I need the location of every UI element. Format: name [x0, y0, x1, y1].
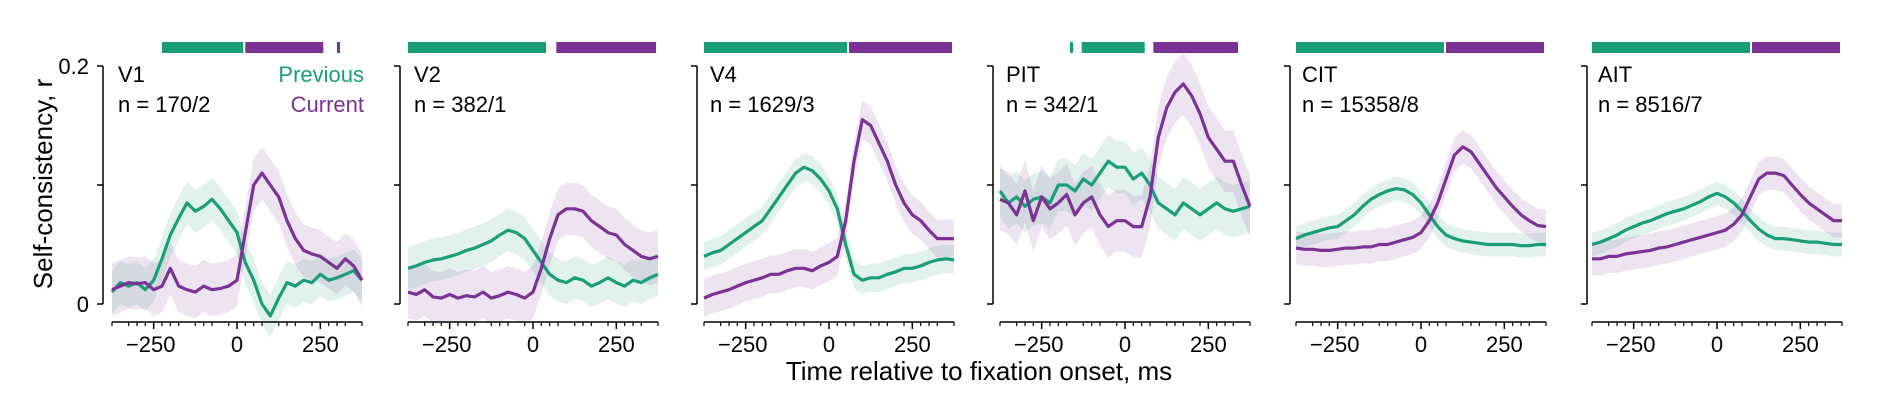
- current-confidence-band: [408, 182, 658, 325]
- x-tick-label: −250: [1606, 332, 1656, 357]
- previous-confidence-band: [1000, 135, 1250, 241]
- current-series-line: [1295, 145, 1547, 252]
- current-series-line: [999, 82, 1252, 229]
- previous-epoch-bar: [1296, 42, 1444, 53]
- x-tick-label: 250: [1190, 332, 1227, 357]
- x-tick-label: 0: [1415, 332, 1427, 357]
- panel-title: V1: [118, 62, 145, 87]
- x-tick-label: −250: [126, 332, 176, 357]
- x-tick-label: −250: [422, 332, 472, 357]
- panel-v4: −250 0 250 V4 n = 1629/3: [691, 42, 955, 357]
- previous-epoch-bar: [704, 42, 847, 53]
- previous-series-line: [1591, 191, 1842, 247]
- y-axis-title: Self-consistency, r: [28, 78, 58, 289]
- current-epoch-bar: [1153, 42, 1238, 53]
- panel-cit: −250 0 250 CIT n = 15358/8: [1284, 42, 1547, 357]
- panel-count: n = 8516/7: [1598, 92, 1703, 117]
- y-tick-label: 0: [77, 292, 89, 317]
- previous-epoch-bar: [1070, 42, 1073, 53]
- legend-current: Current: [291, 92, 364, 117]
- current-epoch-bar: [337, 42, 340, 53]
- panel-title: V4: [710, 62, 737, 87]
- current-epoch-bar: [1446, 42, 1544, 53]
- previous-confidence-band: [1296, 176, 1546, 258]
- current-epoch-bar: [1752, 42, 1840, 53]
- x-tick-label: 250: [894, 332, 931, 357]
- current-epoch-bar: [245, 42, 324, 53]
- x-tick-label: 250: [302, 332, 339, 357]
- x-tick-label: −250: [718, 332, 768, 357]
- panel-title: AIT: [1598, 62, 1632, 87]
- current-confidence-band: [1592, 156, 1842, 276]
- x-tick-label: 250: [1782, 332, 1819, 357]
- panels: 0.2 0 −250 0 250 V1 n = 170/2 Previous Current −2…: [58, 42, 1843, 357]
- x-tick-label: −250: [1310, 332, 1360, 357]
- current-series-line: [703, 117, 954, 300]
- x-tick-label: −250: [1014, 332, 1064, 357]
- x-tick-label: 0: [1119, 332, 1131, 357]
- panel-count: n = 382/1: [414, 92, 506, 117]
- previous-epoch-bar: [1081, 42, 1145, 53]
- x-axis-title: Time relative to fixation onset, ms: [786, 356, 1172, 386]
- previous-confidence-band: [112, 177, 362, 338]
- x-tick-label: 0: [823, 332, 835, 357]
- panel-count: n = 1629/3: [710, 92, 815, 117]
- panel-v2: −250 0 250 V2 n = 382/1: [394, 42, 659, 357]
- current-confidence-band: [1000, 52, 1250, 258]
- current-epoch-bar: [556, 42, 656, 53]
- legend-previous: Previous: [278, 62, 364, 87]
- panel-count: n = 342/1: [1006, 92, 1098, 117]
- previous-epoch-bar: [1592, 42, 1750, 53]
- current-confidence-band: [1296, 130, 1546, 268]
- previous-series-line: [407, 228, 659, 288]
- previous-confidence-band: [704, 152, 954, 295]
- current-series-line: [1592, 171, 1842, 261]
- x-tick-label: 0: [231, 332, 243, 357]
- x-tick-label: 0: [1711, 332, 1723, 357]
- current-series-line: [111, 171, 364, 294]
- y-tick-label: 0.2: [58, 54, 89, 79]
- panel-pit: −250 0 250 PIT n = 342/1: [987, 42, 1252, 357]
- previous-epoch-bar: [408, 42, 546, 53]
- panel-v1: 0.2 0 −250 0 250 V1 n = 170/2 Previous Current: [58, 42, 364, 357]
- panel-title: V2: [414, 62, 441, 87]
- previous-series-line: [1295, 187, 1546, 248]
- panel-ait: −250 0 250 AIT n = 8516/7: [1581, 42, 1843, 357]
- panel-count: n = 170/2: [118, 92, 210, 117]
- current-epoch-bar: [849, 42, 952, 53]
- current-series-line: [407, 207, 659, 300]
- x-tick-label: 250: [1486, 332, 1523, 357]
- panel-title: CIT: [1302, 62, 1337, 87]
- x-tick-label: 250: [598, 332, 635, 357]
- x-tick-label: 0: [527, 332, 539, 357]
- current-confidence-band: [704, 100, 954, 318]
- previous-series-line: [703, 165, 955, 282]
- previous-epoch-bar: [162, 42, 244, 53]
- previous-series-line: [110, 197, 364, 318]
- panel-title: PIT: [1006, 62, 1040, 87]
- panel-count: n = 15358/8: [1302, 92, 1419, 117]
